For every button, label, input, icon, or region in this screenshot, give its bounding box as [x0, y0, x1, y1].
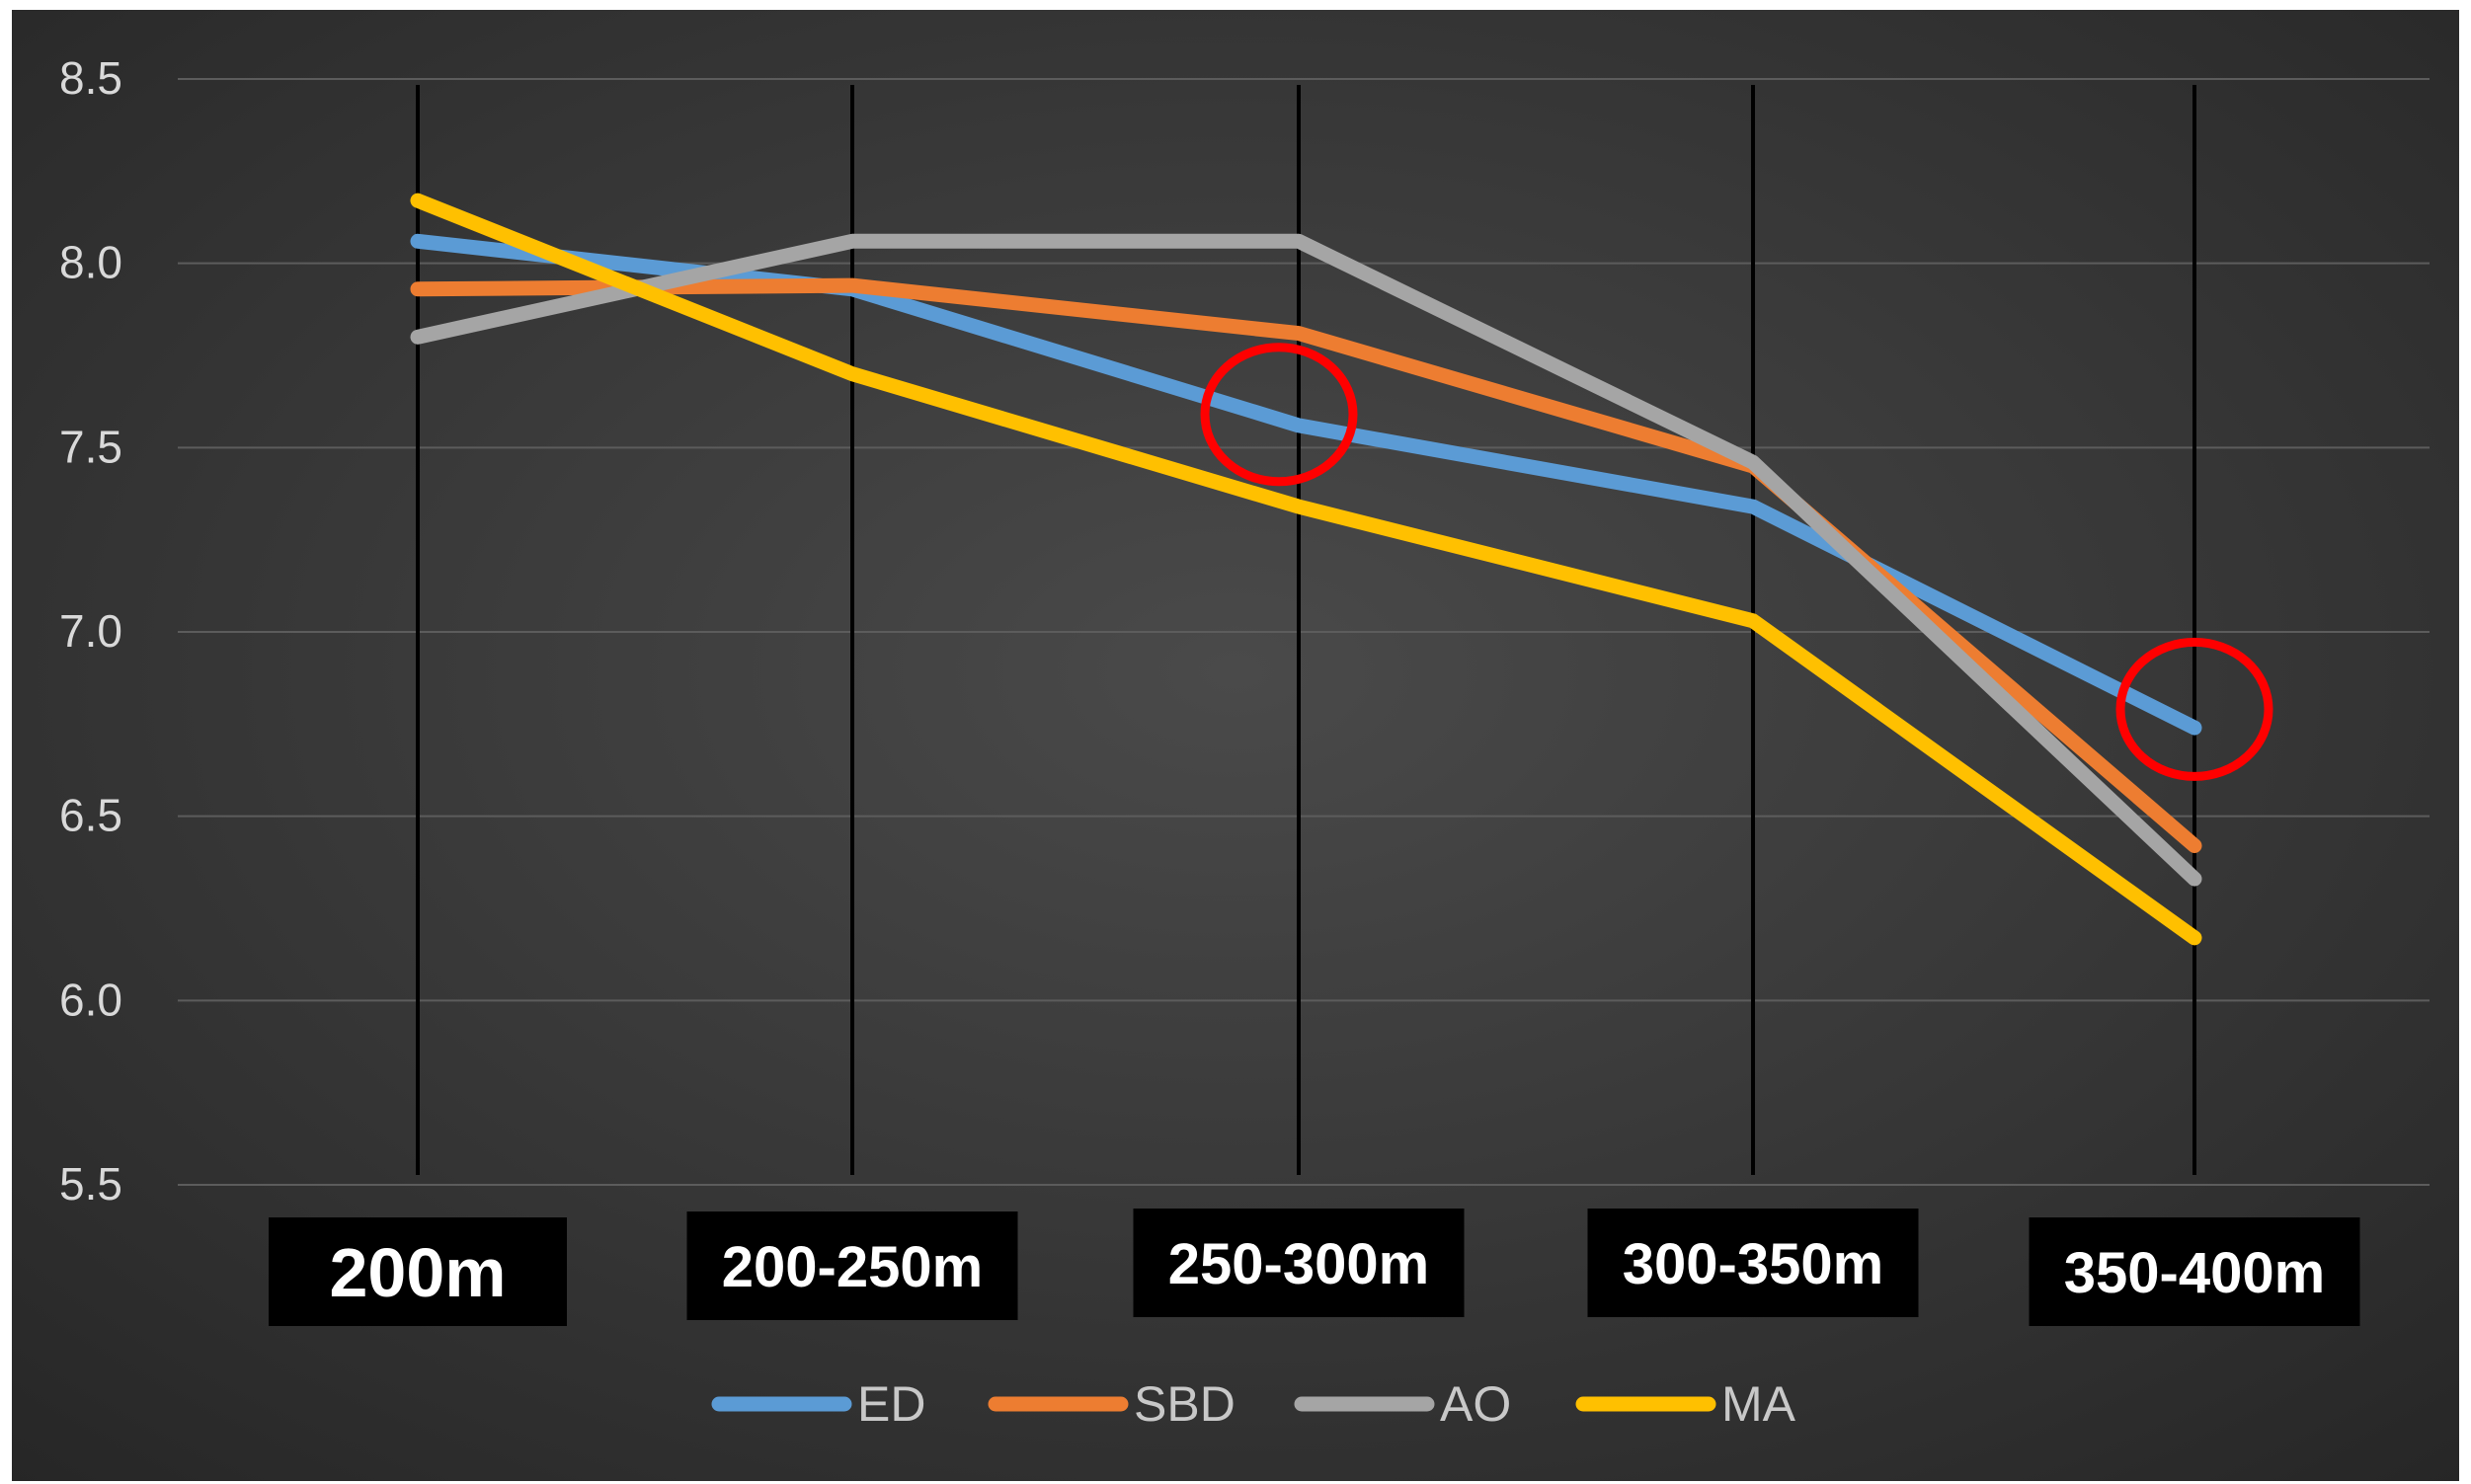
y-tick-label: 5.5	[59, 1158, 122, 1210]
legend: ED SBD AO MA	[711, 1376, 1796, 1432]
x-label-box	[269, 1217, 567, 1326]
x-label-box	[2029, 1217, 2360, 1326]
x-label-box	[1133, 1209, 1465, 1317]
legend-label-ed: ED	[857, 1376, 925, 1432]
x-tick-label: 300-350m	[1623, 1232, 1883, 1296]
y-tick-label: 6.5	[59, 790, 122, 841]
highlight-circle	[1200, 343, 1358, 487]
y-tick-label: 8.5	[59, 52, 122, 104]
series-line-ao	[410, 233, 2202, 887]
x-tick-label: 200-250m	[722, 1235, 983, 1299]
x-axis-category-labels: 200m 200-250m 250-300m 300-350m 350-400m	[269, 1209, 2360, 1326]
y-axis-tick-labels: 5.5 6.0 6.5 7.0 7.5 8.0 8.5	[59, 52, 122, 1210]
series-lines	[410, 193, 2202, 946]
gridlines	[178, 78, 2430, 1186]
annotations	[1200, 343, 2273, 781]
y-tick-label: 7.5	[59, 421, 122, 472]
x-tick-label: 250-300m	[1168, 1232, 1429, 1296]
y-tick-label: 6.0	[59, 974, 122, 1025]
y-tick-label: 8.0	[59, 237, 122, 288]
x-tick-label: 350-400m	[2064, 1241, 2325, 1305]
series-line-ma	[410, 193, 2202, 946]
y-tick-label: 7.0	[59, 605, 122, 657]
x-label-box	[686, 1211, 1018, 1320]
x-label-box	[1587, 1209, 1919, 1317]
legend-label-ma: MA	[1721, 1376, 1796, 1432]
legend-label-sbd: SBD	[1134, 1376, 1236, 1432]
highlight-circle	[2115, 637, 2273, 781]
x-tick-label: 200m	[329, 1234, 506, 1311]
legend-label-ao: AO	[1440, 1376, 1511, 1432]
